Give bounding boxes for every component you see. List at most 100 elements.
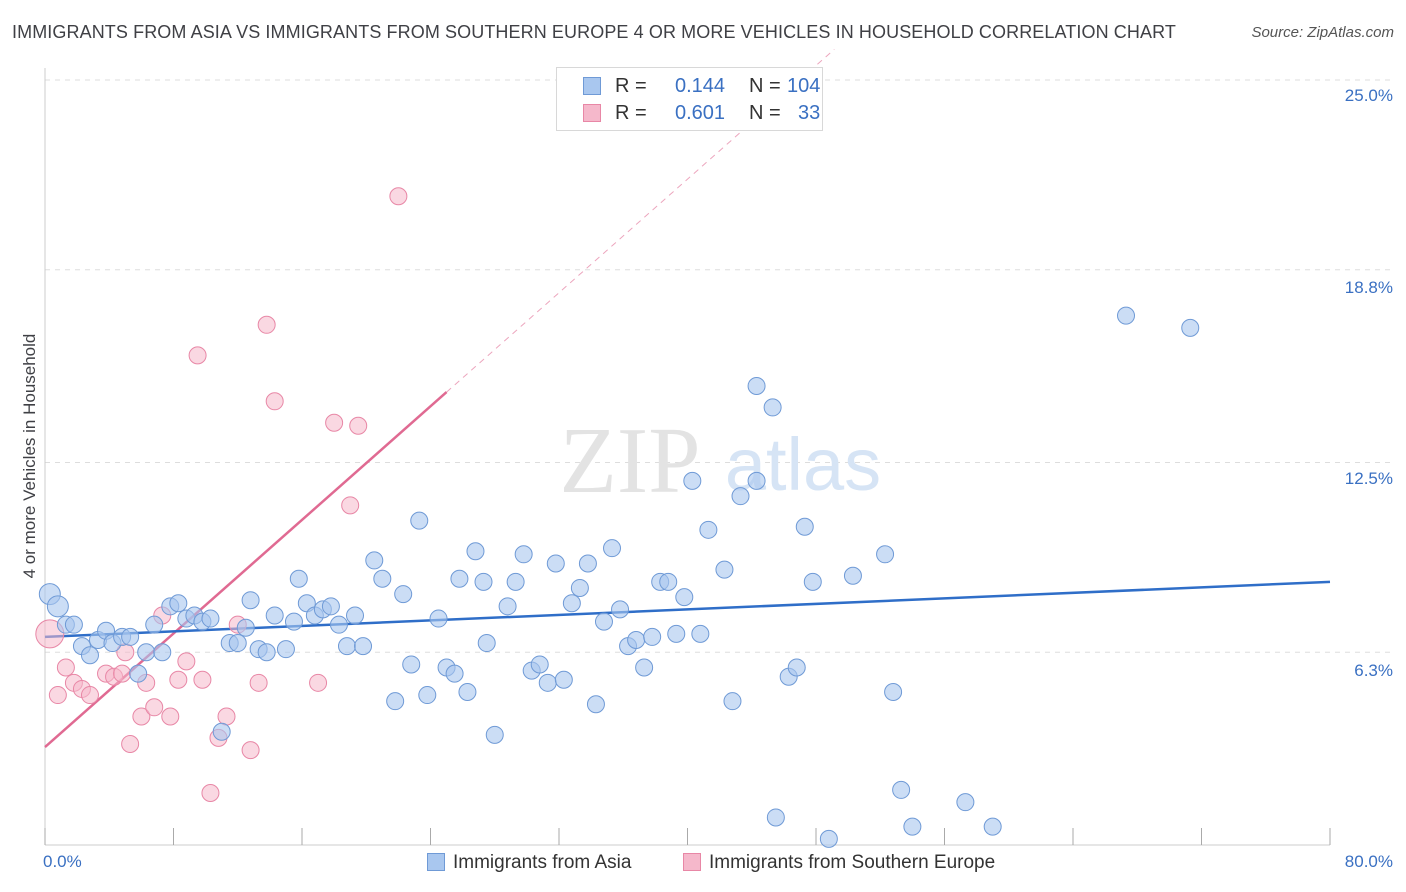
axes — [44, 68, 1331, 846]
data-point-asia — [530, 655, 549, 674]
data-point-asia — [578, 554, 597, 573]
data-point-asia — [169, 594, 188, 613]
data-point-asia — [80, 646, 99, 665]
data-point-europe — [325, 413, 344, 432]
data-point-asia — [747, 377, 766, 395]
data-point-asia — [153, 643, 172, 662]
data-point-asia — [884, 683, 903, 701]
y-axis-label: 4 or more Vehicles in Household — [20, 333, 39, 579]
data-point-asia — [611, 600, 630, 619]
y-tick-label: 6.3% — [1354, 661, 1393, 680]
data-point-asia — [485, 725, 504, 744]
data-point-asia — [659, 572, 678, 591]
x-tick-label: 80.0% — [1344, 852, 1393, 871]
data-point-asia — [546, 554, 565, 573]
data-point-asia — [265, 606, 284, 625]
series-southern-europe — [35, 187, 408, 802]
series-asia — [38, 306, 1200, 848]
data-point-asia — [787, 658, 806, 677]
data-point-asia — [354, 637, 373, 656]
data-point-europe — [188, 346, 207, 365]
data-point-asia — [691, 624, 710, 643]
data-point-asia — [586, 695, 605, 714]
data-point-asia — [289, 569, 308, 588]
legend-swatch-europe — [583, 104, 601, 122]
data-point-asia — [1181, 318, 1200, 337]
data-point-asia — [129, 664, 148, 683]
data-point-asia — [803, 572, 822, 591]
legend-item-asia: Immigrants from Asia — [427, 852, 631, 874]
data-point-asia — [570, 578, 589, 597]
data-point-asia — [466, 542, 485, 561]
data-point-asia — [675, 588, 694, 607]
legend-n-value: 104 — [787, 75, 821, 97]
data-point-asia — [715, 560, 734, 579]
data-point-europe — [56, 658, 75, 677]
data-point-europe — [249, 673, 268, 692]
y-tick-label: 25.0% — [1344, 86, 1393, 105]
data-point-europe — [177, 652, 196, 671]
data-point-asia — [228, 634, 247, 653]
data-point-asia — [365, 551, 384, 570]
data-point-asia — [445, 664, 464, 683]
legend-label-europe: Immigrants from Southern Europe — [709, 852, 996, 873]
data-point-europe — [48, 686, 67, 705]
data-point-asia — [603, 539, 622, 558]
data-point-europe — [241, 741, 260, 760]
data-point-asia — [394, 585, 413, 604]
data-point-europe — [121, 735, 140, 754]
data-point-asia — [346, 606, 365, 625]
data-point-asia — [819, 829, 838, 848]
data-point-asia — [683, 471, 702, 490]
data-point-asia — [212, 722, 231, 741]
data-point-europe — [349, 416, 368, 435]
data-point-europe — [161, 707, 180, 726]
data-point-asia — [276, 640, 295, 659]
data-point-asia — [474, 572, 493, 591]
data-point-asia — [731, 487, 750, 506]
data-point-asia — [64, 615, 83, 634]
data-point-asia — [337, 637, 356, 656]
watermark-atlas: atlas — [725, 423, 881, 506]
data-point-europe — [201, 783, 220, 802]
data-point-europe — [193, 670, 212, 689]
data-point-asia — [956, 793, 975, 812]
data-point-asia — [843, 566, 862, 585]
correlation-legend: R = 0.144 N = 104 R = 0.601 N = 33 — [556, 67, 823, 131]
data-point-asia — [594, 612, 613, 631]
data-point-asia — [876, 545, 895, 564]
data-point-asia — [241, 591, 260, 610]
source-credit: Source: ZipAtlas.com — [1251, 24, 1394, 41]
x-tick-label: 0.0% — [43, 852, 82, 871]
asia-trend-line — [44, 580, 1331, 639]
data-point-asia — [723, 692, 742, 711]
data-point-asia — [418, 686, 437, 705]
data-point-europe — [341, 496, 360, 515]
data-point-asia — [562, 594, 581, 613]
legend-swatch-asia — [427, 853, 445, 871]
data-point-europe — [113, 664, 132, 683]
data-point-asia — [554, 670, 573, 689]
data-point-europe — [389, 187, 408, 206]
data-point-asia — [236, 618, 255, 637]
legend-r-value: 0.144 — [675, 75, 726, 97]
data-point-europe — [257, 315, 276, 334]
data-point-asia — [514, 545, 533, 564]
data-point-asia — [538, 673, 557, 692]
data-point-asia — [627, 630, 646, 649]
y-tick-label: 12.5% — [1344, 469, 1393, 488]
data-point-asia — [373, 569, 392, 588]
data-point-asia — [506, 572, 525, 591]
data-point-asia — [983, 817, 1002, 836]
legend-swatch-asia — [583, 77, 601, 95]
data-point-asia — [458, 683, 477, 701]
data-point-asia — [1117, 306, 1136, 325]
data-point-asia — [145, 615, 164, 634]
data-point-europe — [217, 707, 236, 726]
legend-r-label: R = — [615, 75, 647, 97]
data-point-asia — [766, 808, 785, 827]
data-point-asia — [892, 780, 911, 799]
legend-r-value: 0.601 — [675, 102, 726, 124]
data-point-europe — [35, 619, 65, 649]
